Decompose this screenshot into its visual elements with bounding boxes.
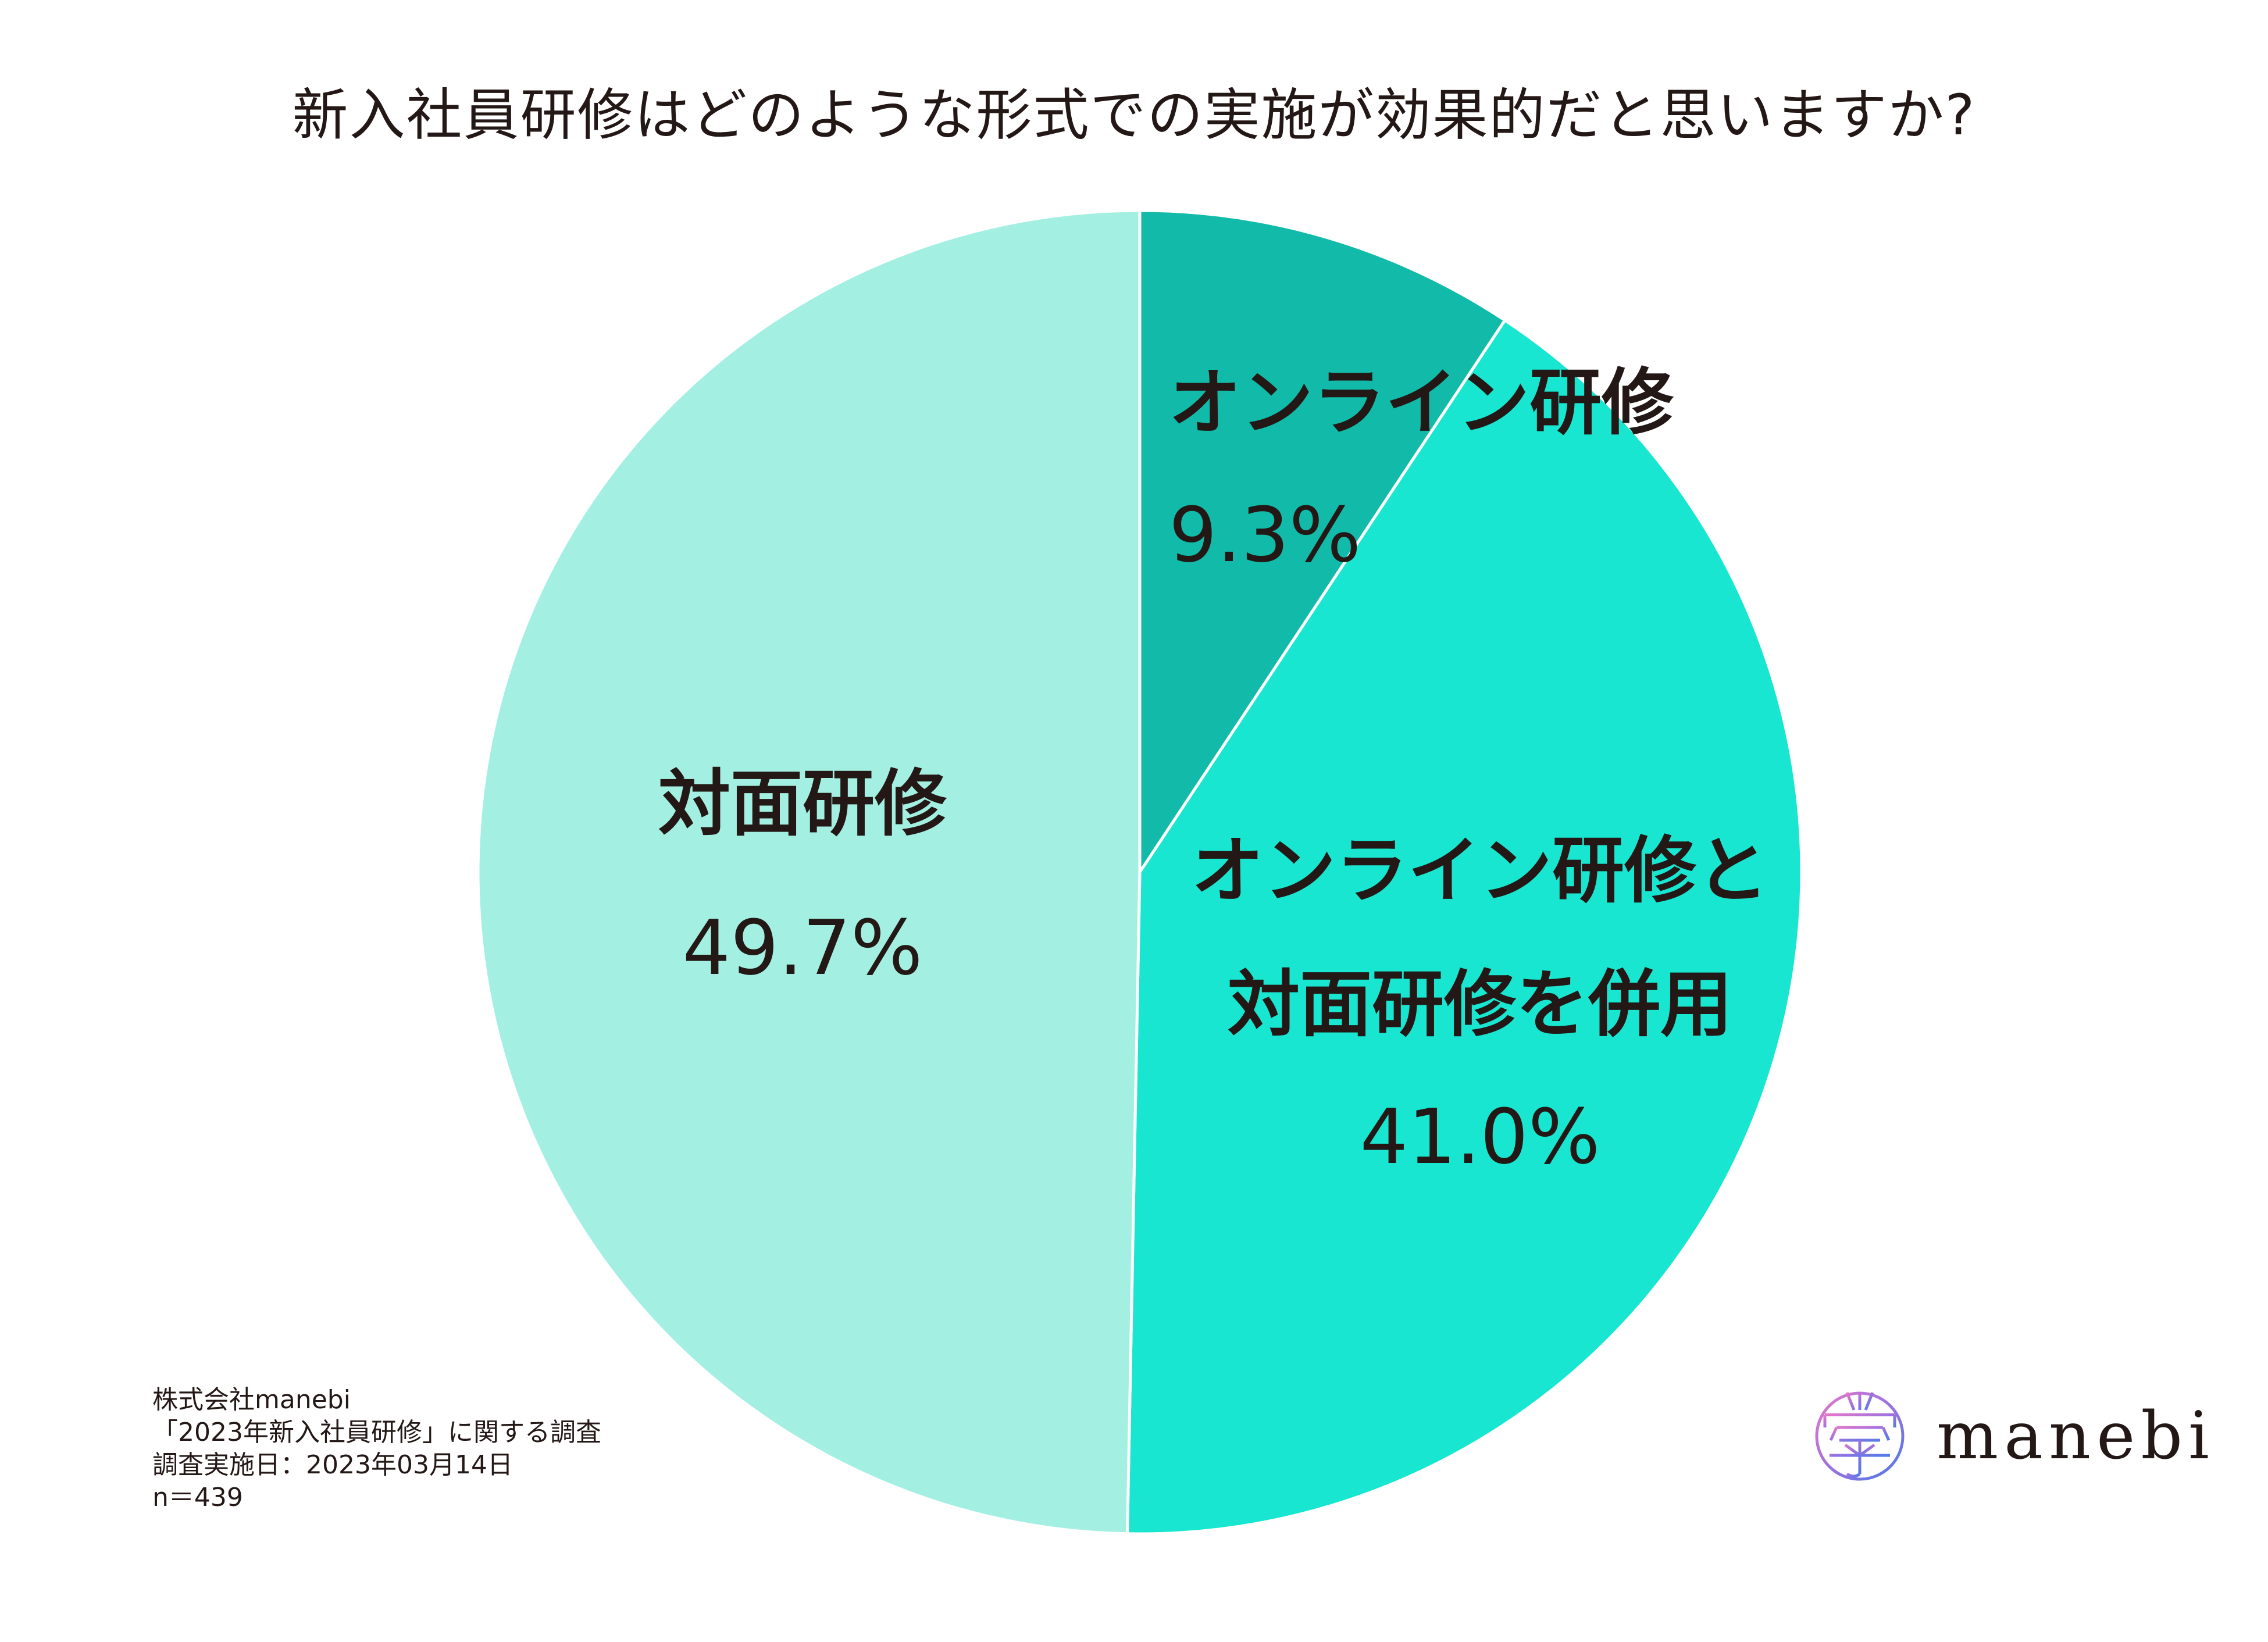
manebi-logo-mark-icon (1815, 1391, 1905, 1481)
chart-title: 新入社員研修はどのような形式での実施が効果的だと思いますか? (292, 83, 1976, 148)
manebi-logo-text: manebi (1937, 1398, 2215, 1474)
slice-label-1-line-0: オンライン研修と (1192, 829, 1768, 913)
manebi-logo: manebi (1813, 1387, 2232, 1486)
slice-label-1-line-1: 対面研修を併用 (1228, 963, 1732, 1047)
survey-footnote: 株式会社manebi 「2023年新入社員研修」に関する調査 調査実施日：202… (152, 1384, 601, 1514)
footnote-sample-size: n＝439 (152, 1483, 243, 1512)
pie-slice-0 (1138, 209, 1507, 877)
pie-slice-2 (476, 209, 1142, 1536)
slice-value-0: 9.3% (1169, 491, 1361, 579)
slice-label-2-line-0: 対面研修 (658, 762, 947, 846)
footnote-survey-date: 調査実施日：2023年03月14日 (152, 1450, 513, 1480)
pie-slice-1 (1126, 318, 1803, 1536)
pie-slices (476, 209, 1803, 1536)
slice-value-1: 41.0% (1360, 1093, 1600, 1181)
slice-label-0-line-0: オンライン研修 (1169, 361, 1674, 445)
footnote-company: 株式会社manebi (152, 1385, 351, 1415)
slice-value-2: 49.7% (683, 904, 923, 992)
footnote-survey-name: 「2023年新入社員研修」に関する調査 (152, 1418, 601, 1447)
